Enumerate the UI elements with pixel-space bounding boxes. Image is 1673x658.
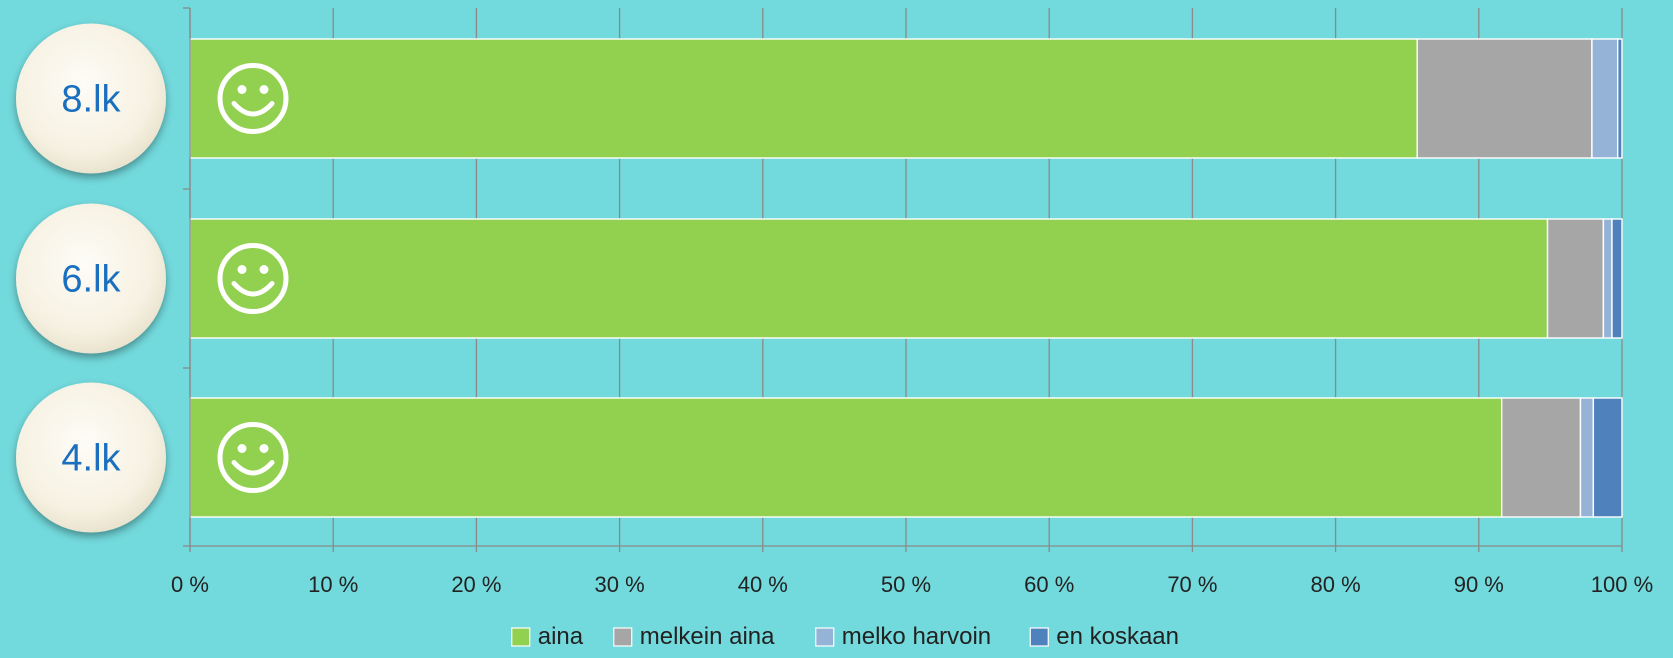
x-tick-label: 10 % bbox=[308, 572, 358, 597]
legend-item: aina bbox=[512, 623, 584, 650]
legend-item: melko harvoin bbox=[816, 623, 991, 650]
legend-swatch bbox=[512, 628, 530, 646]
legend-swatch bbox=[1030, 628, 1048, 646]
bar-segment bbox=[1502, 398, 1581, 517]
bars bbox=[190, 39, 1622, 517]
legend: aina melkein aina melko harvoin en koskaan bbox=[512, 623, 1179, 650]
x-tick-label: 30 % bbox=[595, 572, 645, 597]
legend-item: melkein aina bbox=[614, 623, 775, 650]
bar-segment bbox=[190, 219, 1548, 338]
legend-swatch bbox=[816, 628, 834, 646]
bar-segment bbox=[1580, 398, 1593, 517]
category-label: 4.lk bbox=[61, 438, 121, 480]
x-tick-label: 60 % bbox=[1024, 572, 1074, 597]
category-badge: 6.lk bbox=[16, 204, 166, 354]
x-tick-label: 0 % bbox=[171, 572, 209, 597]
category-labels: 8.lk 6.lk 4.lk bbox=[16, 24, 166, 533]
bar-segment bbox=[190, 39, 1417, 158]
x-tick-label: 90 % bbox=[1454, 572, 1504, 597]
category-badge: 8.lk bbox=[16, 24, 166, 174]
bar-segment bbox=[190, 398, 1502, 517]
legend-label: en koskaan bbox=[1056, 623, 1179, 650]
x-tick-label: 50 % bbox=[881, 572, 931, 597]
legend-item: en koskaan bbox=[1030, 623, 1179, 650]
bar-segment bbox=[1548, 219, 1604, 338]
legend-label: melko harvoin bbox=[842, 623, 991, 650]
bar-segment bbox=[1592, 39, 1618, 158]
category-label: 8.lk bbox=[61, 79, 121, 121]
category-badge: 4.lk bbox=[16, 383, 166, 533]
x-tick-label: 70 % bbox=[1167, 572, 1217, 597]
x-tick-label: 20 % bbox=[451, 572, 501, 597]
bar-segment bbox=[1603, 219, 1612, 338]
legend-label: aina bbox=[538, 623, 584, 650]
legend-swatch bbox=[614, 628, 632, 646]
bar-segment bbox=[1593, 398, 1622, 517]
x-tick-label: 80 % bbox=[1311, 572, 1361, 597]
x-tick-label: 40 % bbox=[738, 572, 788, 597]
bar-segment bbox=[1612, 219, 1622, 338]
x-tick-label: 100 % bbox=[1591, 572, 1653, 597]
legend-label: melkein aina bbox=[640, 623, 775, 650]
bar-segment bbox=[1417, 39, 1592, 158]
category-label: 6.lk bbox=[61, 259, 121, 301]
bar-segment bbox=[1618, 39, 1622, 158]
